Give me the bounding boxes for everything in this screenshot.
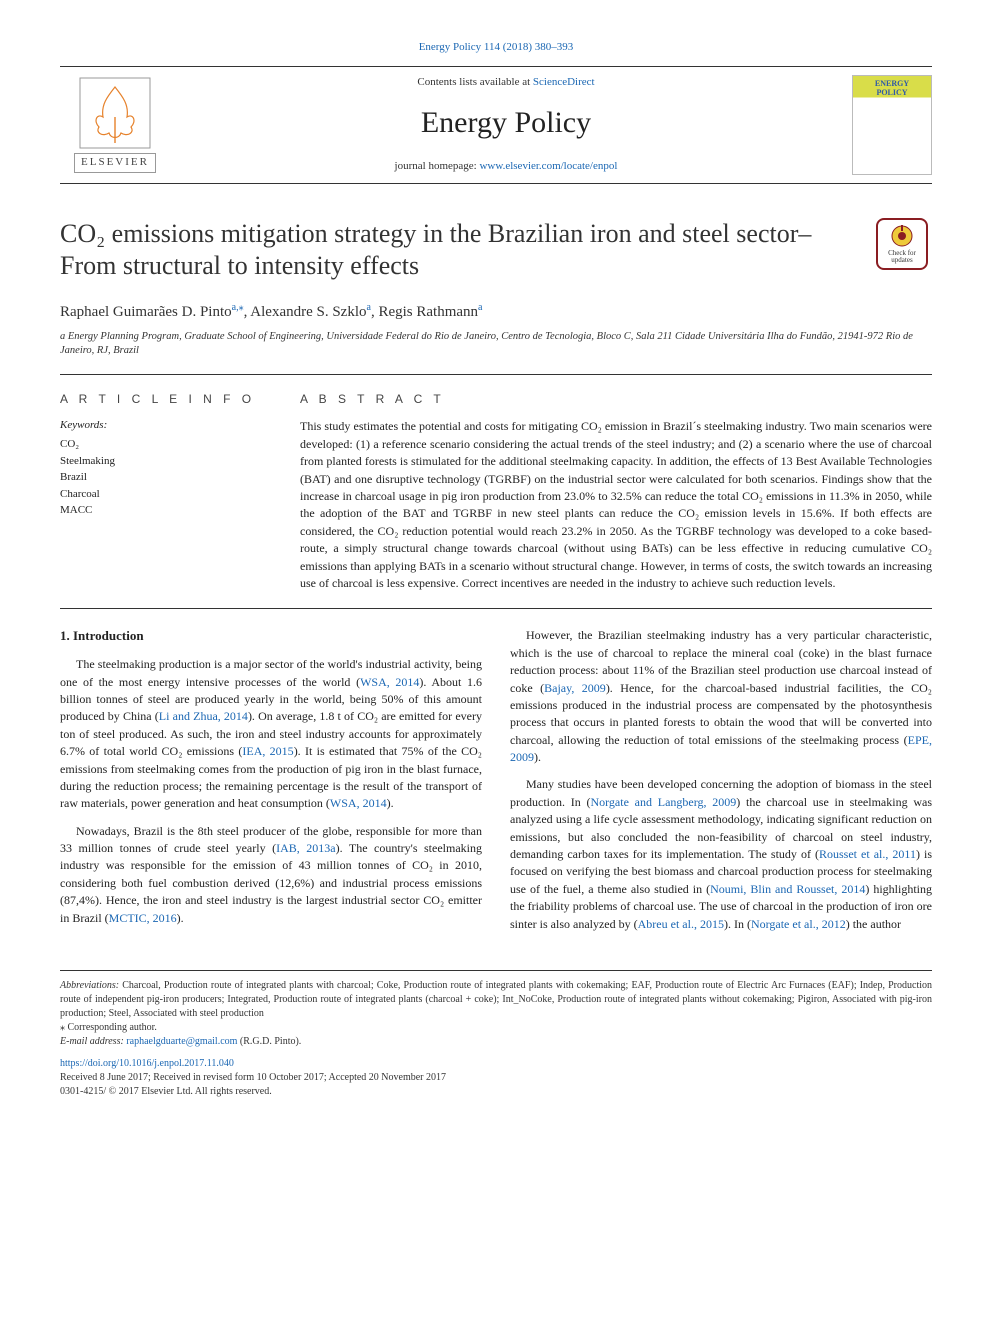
body-columns: 1. Introduction The steelmaking producti… [60,627,932,940]
abstract-label: A B S T R A C T [300,391,932,408]
running-head-link[interactable]: Energy Policy 114 (2018) 380–393 [419,41,574,53]
author-1: Raphael Guimarães D. Pinto [60,304,232,320]
para1-seg: ). [387,796,394,810]
body-para-3: However, the Brazilian steelmaking indus… [510,627,932,766]
author-1-affil-sup: a,⁎ [232,302,244,313]
citation-link[interactable]: WSA, 2014 [330,796,387,810]
citation-link[interactable]: WSA, 2014 [360,675,419,689]
citation-link[interactable]: Bajay, 2009 [544,681,606,695]
copyright-line: 0301-4215/ © 2017 Elsevier Ltd. All righ… [60,1085,932,1099]
para4-seg: ). In ( [724,917,751,931]
citation-link[interactable]: Norgate and Langberg, 2009 [590,795,736,809]
journal-title: Energy Policy [182,101,830,145]
citation-link[interactable]: Abreu et al., 2015 [638,917,724,931]
citation-link[interactable]: Li and Zhua, 2014 [159,709,248,723]
meta-block: A R T I C L E I N F O Keywords: CO₂ Stee… [60,391,932,592]
citation-link[interactable]: MCTIC, 2016 [109,911,177,925]
citation-link[interactable]: IEA, 2015 [242,744,293,758]
crossmark-icon [890,224,914,248]
article-info-label: A R T I C L E I N F O [60,391,260,408]
author-list: Raphael Guimarães D. Pintoa,⁎, Alexandre… [60,301,932,324]
corresponding-author-note: ⁎ Corresponding author. [60,1021,932,1035]
history-line: Received 8 June 2017; Received in revise… [60,1071,932,1085]
citation-link[interactable]: Noumi, Blin and Rousset, 2014 [710,882,865,896]
body-para-1: The steelmaking production is a major se… [60,656,482,813]
article-title: CO₂ emissions mitigation strategy in the… [60,218,856,283]
citation-link[interactable]: Norgate et al., 2012 [751,917,846,931]
para4-seg: ) the author [846,917,901,931]
journal-cover-thumb: ENERGY POLICY [852,75,932,175]
para3-seg: ). [534,750,541,764]
footnotes: Abbreviations: Charcoal, Production rout… [60,970,932,1099]
journal-homepage-line: journal homepage: www.elsevier.com/locat… [182,159,830,175]
abstract-text: This study estimates the potential and c… [300,418,932,592]
contents-available-line: Contents lists available at ScienceDirec… [182,75,830,91]
email-line: E-mail address: raphaelgduarte@gmail.com… [60,1035,932,1049]
para2-seg: ). [177,911,184,925]
citation-link[interactable]: IAB, 2013a [276,841,336,855]
abstract-column: A B S T R A C T This study estimates the… [300,391,932,592]
keyword-item: MACC [60,502,260,519]
check-updates-badge[interactable]: Check for updates [876,218,928,270]
article-info-column: A R T I C L E I N F O Keywords: CO₂ Stee… [60,391,260,592]
email-suffix: (R.G.D. Pinto). [237,1036,301,1047]
author-3-affil-sup: a [478,302,482,313]
body-para-2: Nowadays, Brazil is the 8th steel produc… [60,823,482,927]
elsevier-tree-icon [79,77,151,149]
doi-link[interactable]: https://doi.org/10.1016/j.enpol.2017.11.… [60,1058,234,1069]
divider-lower [60,608,932,609]
keyword-item: CO₂ [60,436,260,453]
keyword-item: Steelmaking [60,453,260,470]
contents-prefix: Contents lists available at [417,76,532,88]
running-head: Energy Policy 114 (2018) 380–393 [60,40,932,56]
section-heading-1: 1. Introduction [60,627,482,646]
cover-title-line2: POLICY [876,89,907,98]
sciencedirect-link[interactable]: ScienceDirect [533,76,595,88]
body-para-4: Many studies have been developed concern… [510,776,932,933]
keyword-item: Charcoal [60,486,260,503]
abbr-label: Abbreviations: [60,980,122,991]
affiliation-a: a Energy Planning Program, Graduate Scho… [60,330,932,358]
divider-upper [60,374,932,375]
email-label: E-mail address: [60,1036,126,1047]
keywords-label: Keywords: [60,418,260,434]
masthead: ELSEVIER Contents lists available at Sci… [60,66,932,184]
homepage-prefix: journal homepage: [395,160,480,172]
citation-link[interactable]: Rousset et al., 2011 [819,847,916,861]
abbr-text: Charcoal, Production route of integrated… [60,980,932,1019]
abbreviations: Abbreviations: Charcoal, Production rout… [60,979,932,1021]
keywords-list: CO₂ Steelmaking Brazil Charcoal MACC [60,436,260,519]
author-2: Alexandre S. Szklo [250,304,366,320]
doi-line: https://doi.org/10.1016/j.enpol.2017.11.… [60,1057,932,1071]
check-updates-line2: updates [891,256,912,264]
keyword-item: Brazil [60,469,260,486]
journal-homepage-link[interactable]: www.elsevier.com/locate/enpol [479,160,617,172]
author-3: Regis Rathmann [378,304,478,320]
author-email-link[interactable]: raphaelgduarte@gmail.com [126,1036,237,1047]
publisher-name-label: ELSEVIER [74,153,156,173]
publisher-logo: ELSEVIER [60,77,170,173]
masthead-center: Contents lists available at ScienceDirec… [182,75,830,174]
